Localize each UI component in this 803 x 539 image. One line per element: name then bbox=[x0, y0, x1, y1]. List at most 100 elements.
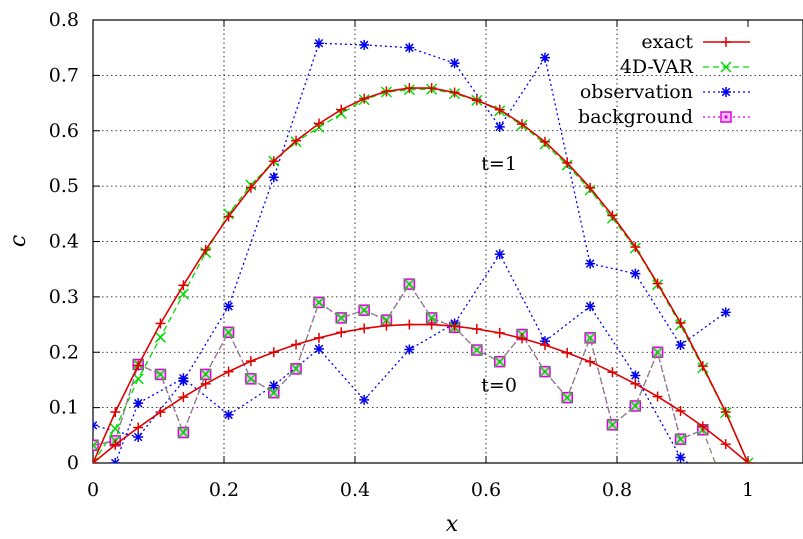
data-point bbox=[154, 331, 166, 343]
data-point bbox=[336, 327, 347, 338]
data-point bbox=[584, 332, 596, 344]
data-point bbox=[585, 301, 596, 312]
axis-ticks: 0 0.2 0.4 0.6 0.8 1 0 0.1 0.2 0.3 0.4 0.5 0.6 0.7 0.8 bbox=[49, 9, 754, 501]
x-tick-label: 0.2 bbox=[209, 479, 239, 501]
data-point bbox=[93, 439, 99, 451]
data-point bbox=[404, 344, 415, 355]
data-point bbox=[245, 373, 257, 385]
data-point bbox=[697, 421, 708, 432]
data-point bbox=[313, 118, 324, 129]
series-exact bbox=[93, 83, 753, 463]
data-point bbox=[110, 407, 121, 418]
data-point bbox=[562, 157, 573, 168]
data-point bbox=[539, 52, 550, 63]
legend-label: observation bbox=[580, 81, 693, 103]
x-tick-label: 0.8 bbox=[602, 479, 632, 501]
series-line bbox=[93, 282, 716, 463]
data-point bbox=[380, 314, 392, 326]
data-point bbox=[93, 420, 98, 431]
data-point bbox=[336, 104, 347, 115]
data-point bbox=[381, 86, 392, 97]
x-tick-label: 0 bbox=[87, 479, 99, 501]
data-point bbox=[652, 278, 663, 289]
data-point bbox=[561, 392, 573, 404]
data-point bbox=[133, 398, 144, 409]
data-point bbox=[313, 296, 325, 308]
x-tick-label: 0.4 bbox=[340, 479, 370, 501]
legend-label: 4D-VAR bbox=[620, 56, 694, 78]
x-tick-label: 1 bbox=[742, 479, 754, 501]
y-tick-label: 0.7 bbox=[49, 64, 79, 86]
data-point bbox=[291, 135, 302, 146]
annotation-label: t=0 bbox=[481, 374, 517, 396]
data-point bbox=[154, 368, 166, 380]
data-point bbox=[652, 391, 663, 402]
data-point bbox=[517, 119, 528, 130]
data-point bbox=[291, 339, 302, 350]
data-point bbox=[313, 38, 324, 49]
data-point bbox=[471, 323, 482, 334]
data-point bbox=[471, 95, 482, 106]
data-point bbox=[697, 361, 708, 372]
data-point bbox=[675, 405, 686, 416]
data-point bbox=[494, 356, 506, 368]
data-point bbox=[359, 39, 370, 50]
data-point bbox=[494, 104, 505, 115]
legend: exact 4D-VAR observation background bbox=[578, 31, 750, 128]
data-point bbox=[200, 244, 211, 255]
data-point bbox=[359, 394, 370, 405]
y-axis-label: c bbox=[6, 235, 31, 247]
data-point bbox=[630, 242, 641, 253]
data-point bbox=[177, 427, 189, 439]
data-point bbox=[268, 172, 279, 183]
data-point bbox=[585, 258, 596, 269]
x-tick-label: 0.6 bbox=[471, 479, 501, 501]
data-point bbox=[721, 486, 731, 496]
data-point bbox=[245, 356, 256, 367]
data-point bbox=[539, 340, 550, 351]
data-point bbox=[629, 400, 641, 412]
series-line bbox=[93, 87, 749, 463]
legend-swatch bbox=[703, 111, 750, 123]
data-point bbox=[675, 340, 686, 351]
data-point bbox=[585, 356, 596, 367]
data-point bbox=[449, 321, 460, 332]
data-point bbox=[652, 346, 664, 358]
data-point bbox=[720, 307, 731, 318]
data-point bbox=[403, 278, 415, 290]
legend-marker bbox=[721, 87, 731, 97]
y-tick-label: 0.3 bbox=[49, 286, 79, 308]
annotations: t=1 t=0 bbox=[481, 153, 517, 397]
data-point bbox=[494, 327, 505, 338]
data-point bbox=[223, 326, 235, 338]
data-point bbox=[178, 373, 189, 384]
data-point bbox=[404, 83, 415, 94]
data-point bbox=[133, 422, 144, 433]
data-point bbox=[404, 319, 415, 330]
data-point bbox=[675, 433, 687, 445]
data-point bbox=[359, 323, 370, 334]
data-point bbox=[607, 367, 618, 378]
data-point bbox=[359, 93, 370, 104]
data-point bbox=[471, 344, 483, 356]
data-point bbox=[517, 333, 528, 344]
data-point bbox=[200, 368, 212, 380]
data-point bbox=[313, 343, 324, 354]
data-point bbox=[743, 458, 753, 463]
data-point bbox=[607, 210, 618, 221]
legend-swatch bbox=[703, 37, 750, 47]
data-point bbox=[494, 121, 505, 132]
data-point bbox=[223, 301, 234, 312]
legend-marker bbox=[720, 61, 732, 73]
data-point bbox=[404, 42, 415, 53]
data-point bbox=[630, 268, 641, 279]
data-point bbox=[426, 83, 437, 94]
data-point bbox=[358, 304, 370, 316]
data-series bbox=[93, 38, 754, 496]
data-point bbox=[539, 366, 551, 378]
data-point bbox=[720, 407, 731, 418]
data-point bbox=[539, 136, 550, 147]
data-point bbox=[133, 360, 144, 371]
data-point bbox=[268, 347, 279, 358]
